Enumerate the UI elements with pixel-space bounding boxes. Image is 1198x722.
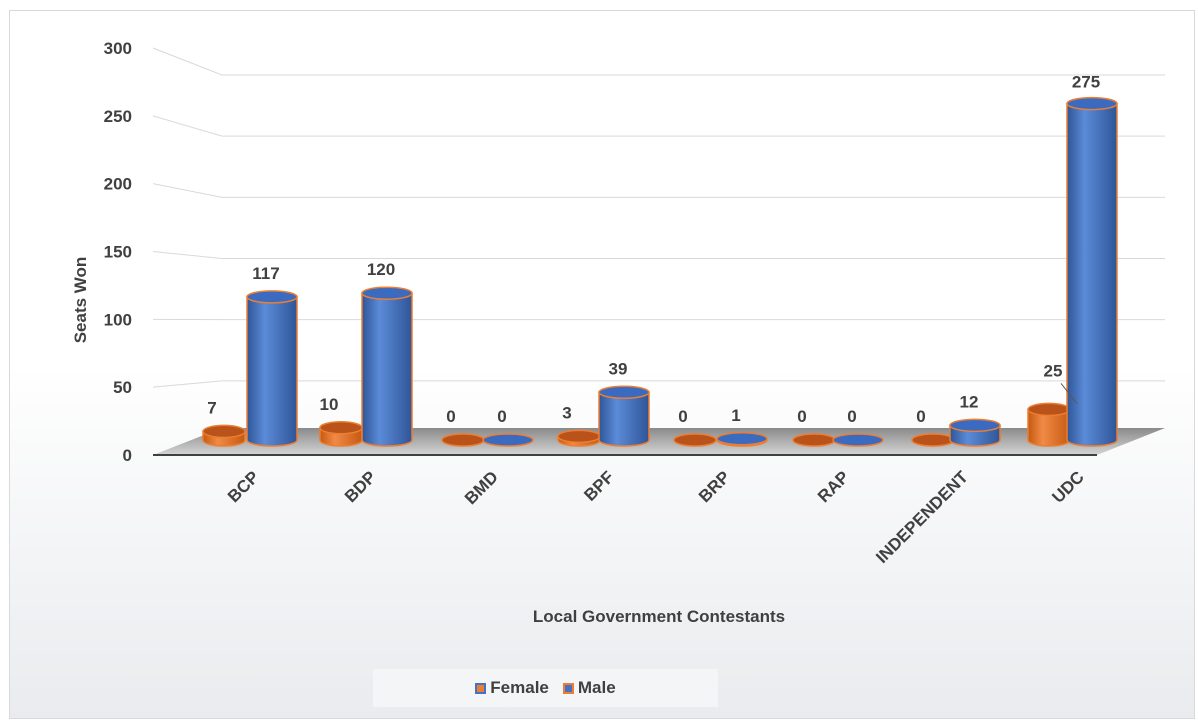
bar-male-brp [716, 432, 768, 447]
x-axis-title: Local Government Contestants [533, 607, 785, 626]
data-label-female: 0 [916, 407, 925, 426]
bar-female-rap [792, 433, 836, 447]
x-tick-label: BDP [341, 467, 380, 506]
bar-female-udc [1027, 402, 1071, 447]
bar-female-brp [673, 433, 717, 447]
data-label-female: 10 [320, 395, 339, 414]
bar-female-bdp [319, 421, 363, 447]
bar-male-bcp [246, 290, 298, 447]
bar-male-bcp-body [246, 296, 298, 447]
bar-male-bmd [482, 433, 534, 447]
data-label-male: 117 [252, 264, 279, 283]
data-label-male: 275 [1072, 73, 1100, 92]
bar-male-bpf-top [598, 385, 650, 400]
data-label-female: 25 [1044, 361, 1063, 380]
legend-item-female: Female [475, 678, 549, 698]
bars [202, 96, 1118, 447]
data-label-leader [1060, 383, 1078, 404]
data-label-female: 7 [207, 398, 216, 417]
y-tick-label: 100 [104, 310, 132, 329]
bar-male-bpf [598, 385, 650, 447]
legend-swatch-female [475, 682, 487, 694]
x-tick-label: RAP [814, 467, 853, 506]
bar-male-bdp-top [361, 286, 413, 300]
chart-frame [9, 10, 1195, 719]
gridline [152, 251, 1165, 259]
data-label-female: 3 [562, 403, 571, 422]
bar-female-bmd [441, 433, 485, 447]
data-label-male: 0 [847, 407, 856, 426]
bar-male-rap [832, 433, 884, 447]
y-tick-label: 300 [104, 39, 132, 58]
bar-male-bdp [361, 286, 413, 447]
bar-female-bcp-top [202, 424, 246, 439]
x-tick-label: BPF [580, 467, 617, 504]
x-tick-label: BMD [461, 467, 502, 508]
bar-male-independent [949, 418, 1001, 447]
x-tick-label: UDC [1048, 467, 1087, 506]
data-label-female: 0 [797, 407, 806, 426]
data-label-male: 12 [960, 392, 979, 411]
bar-female-independent [911, 433, 955, 447]
legend-label-female: Female [490, 678, 549, 697]
y-tick-label: 150 [104, 243, 132, 262]
bar-male-bpf-body [598, 391, 650, 447]
legend-label-male: Male [577, 678, 616, 697]
bar-female-rap-top [792, 433, 836, 447]
data-label-male: 0 [497, 407, 506, 426]
chart-floor [153, 428, 1165, 456]
bar-male-bcp-top [246, 290, 298, 304]
bar-male-bmd-top [482, 433, 534, 447]
y-axis-title: Seats Won [71, 257, 90, 344]
bar-male-udc-top [1066, 96, 1118, 111]
gridline [152, 115, 1165, 137]
bar-male-rap-top [832, 433, 884, 447]
bar-male-brp-top [716, 432, 768, 446]
y-tick-label: 200 [104, 175, 132, 194]
bar-female-bdp-top [319, 421, 363, 435]
data-label-female: 0 [446, 407, 455, 426]
x-tick-label: BCP [224, 467, 263, 506]
gridlines [152, 47, 1165, 388]
bar-female-bcp [202, 424, 246, 447]
bar-male-independent-top [949, 418, 1001, 433]
bar-female-independent-top [911, 433, 955, 447]
data-label-female: 0 [678, 407, 687, 426]
data-label-male: 120 [367, 260, 395, 279]
legend-swatch-male [562, 682, 574, 694]
legend: Female Male [373, 669, 718, 707]
bar-female-bpf-top [557, 429, 601, 444]
y-tick-label: 0 [123, 446, 132, 465]
bar-male-udc [1066, 96, 1118, 447]
x-tick-label: INDEPENDENT [872, 467, 972, 567]
floor-plane [153, 428, 1165, 455]
data-label-male: 39 [609, 359, 628, 378]
y-tick-label: 50 [113, 378, 132, 397]
gridline [152, 183, 1165, 198]
bar-female-bpf [557, 429, 601, 447]
bar-female-bmd-top [441, 433, 485, 447]
data-label-male: 1 [731, 406, 740, 425]
bar-female-brp-top [673, 433, 717, 447]
bar-male-udc-body [1066, 102, 1118, 447]
x-tick-label: BRP [695, 467, 734, 506]
bar-male-bdp-body [361, 292, 413, 447]
legend-item-male: Male [562, 678, 616, 698]
y-tick-label: 250 [104, 107, 132, 126]
gridline [152, 47, 1165, 76]
gridline [152, 380, 1165, 388]
bar-female-udc-top [1027, 402, 1071, 417]
